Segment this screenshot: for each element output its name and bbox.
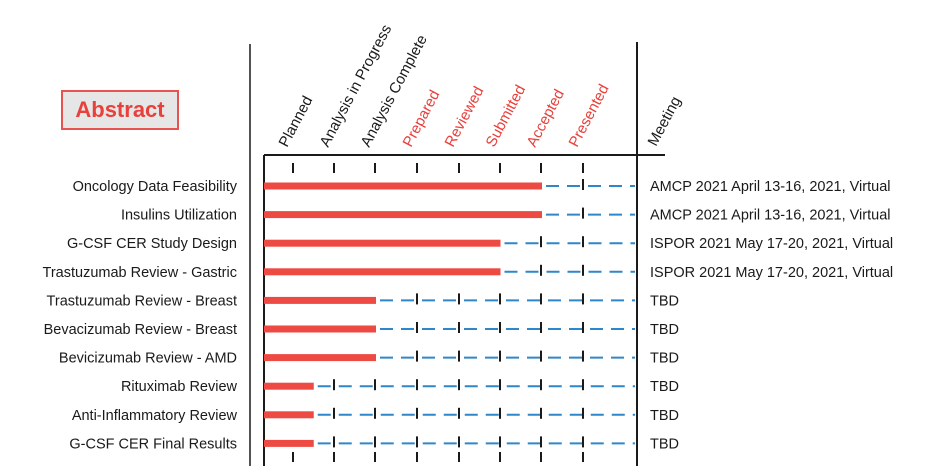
stage-header-planned: Planned <box>276 93 317 150</box>
row-label: G-CSF CER Study Design <box>67 236 237 252</box>
row-label: Bevacizumab Review - Breast <box>44 322 237 338</box>
abstract-label: Abstract <box>75 97 165 122</box>
abstract-label-box: Abstract <box>61 90 179 130</box>
progress-bar <box>264 411 314 419</box>
stage-header-submitted: Submitted <box>483 82 530 150</box>
row-label: G-CSF CER Final Results <box>69 436 237 452</box>
progress-bar <box>264 268 501 276</box>
row-label: Trastuzumab Review - Breast <box>47 293 237 309</box>
progress-bar <box>264 296 376 304</box>
row-label: Anti-Inflammatory Review <box>72 408 238 424</box>
row-meeting: TBD <box>650 293 679 309</box>
row-meeting: ISPOR 2021 May 17-20, 2021, Virtual <box>650 265 893 281</box>
stage-header-prepared: Prepared <box>400 87 444 149</box>
row-label: Trastuzumab Review - Gastric <box>43 265 237 281</box>
row-label: Oncology Data Feasibility <box>73 179 238 195</box>
row-label: Bevicizumab Review - AMD <box>59 351 237 367</box>
row-meeting: TBD <box>650 436 679 452</box>
progress-bar <box>264 382 314 390</box>
stage-header-accepted: Accepted <box>524 87 568 150</box>
row-meeting: TBD <box>650 322 679 338</box>
row-meeting: TBD <box>650 408 679 424</box>
stage-header-reviewed: Reviewed <box>442 84 488 150</box>
row-meeting: AMCP 2021 April 13-16, 2021, Virtual <box>650 208 890 224</box>
row-label: Rituximab Review <box>121 379 238 395</box>
row-label: Insulins Utilization <box>121 208 237 224</box>
row-meeting: TBD <box>650 379 679 395</box>
progress-bar <box>264 439 314 447</box>
progress-bar <box>264 325 376 333</box>
progress-bar <box>264 211 542 219</box>
row-meeting: TBD <box>650 351 679 367</box>
progress-bar <box>264 182 542 190</box>
progress-bar <box>264 354 376 362</box>
progress-bar <box>264 239 501 247</box>
stage-header-analysis-in-progress: Analysis in Progress <box>317 22 396 150</box>
row-meeting: ISPOR 2021 May 17-20, 2021, Virtual <box>650 236 893 252</box>
stage-header-presented: Presented <box>566 82 613 150</box>
row-meeting: AMCP 2021 April 13-16, 2021, Virtual <box>650 179 890 195</box>
meeting-header: Meeting <box>645 94 685 149</box>
